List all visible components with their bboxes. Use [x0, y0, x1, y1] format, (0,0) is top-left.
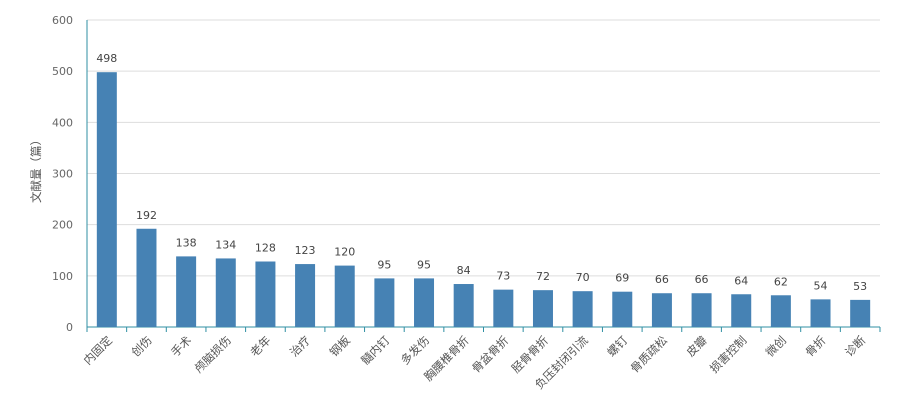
data-label: 120	[334, 246, 355, 259]
bar	[334, 265, 355, 327]
x-category-label: 皮瓣	[684, 333, 711, 360]
x-category-label: 创伤	[128, 333, 154, 359]
y-tick-label: 500	[52, 65, 73, 78]
bar	[770, 295, 791, 327]
bar	[453, 284, 474, 327]
data-label: 123	[295, 244, 316, 257]
bar	[255, 261, 276, 327]
data-label: 192	[136, 209, 157, 222]
x-category-label: 损害控制	[707, 333, 749, 375]
bar	[612, 291, 633, 327]
x-category-label: 骨折	[802, 333, 829, 360]
data-label: 72	[536, 270, 550, 283]
bar	[731, 294, 752, 327]
bar	[810, 299, 831, 327]
x-category-label: 诊断	[842, 333, 869, 360]
data-label: 69	[615, 272, 629, 285]
x-category-label: 治疗	[287, 333, 313, 359]
x-category-label: 老年	[247, 333, 273, 359]
y-tick-label: 400	[52, 116, 73, 129]
data-label: 128	[255, 242, 276, 255]
bar	[136, 228, 157, 327]
data-label: 64	[734, 274, 748, 287]
data-label: 54	[814, 279, 828, 292]
data-label: 66	[655, 273, 669, 286]
data-label: 66	[695, 273, 709, 286]
data-label: 53	[853, 280, 867, 293]
x-category-label: 内固定	[81, 333, 116, 368]
bar	[691, 293, 712, 327]
bar	[176, 256, 197, 327]
data-label: 95	[377, 258, 391, 271]
bar	[96, 72, 117, 327]
data-label: 70	[576, 271, 590, 284]
x-category-label: 手术	[168, 333, 195, 360]
bar	[572, 291, 593, 327]
data-label: 84	[457, 264, 471, 277]
x-category-label: 骨盆骨折	[469, 333, 512, 376]
data-label: 62	[774, 275, 788, 288]
data-label: 138	[176, 236, 197, 249]
x-category-label: 髓内钉	[358, 333, 393, 368]
bar	[414, 278, 435, 327]
data-label: 95	[417, 258, 431, 271]
x-category-label: 多发伤	[398, 333, 432, 367]
y-tick-label: 200	[52, 219, 73, 232]
y-tick-label: 100	[52, 270, 73, 283]
x-category-label: 钢板	[327, 333, 354, 360]
bar	[493, 289, 514, 327]
x-category-label: 螺钉	[604, 333, 631, 360]
data-label: 134	[215, 238, 236, 251]
y-tick-label: 300	[52, 168, 73, 181]
bar	[374, 278, 395, 327]
x-category-label: 骨质疏松	[628, 333, 670, 375]
x-category-label: 微创	[763, 333, 789, 359]
data-label: 498	[96, 52, 117, 65]
x-category-label: 颅脑损伤	[191, 333, 233, 375]
bar	[215, 258, 236, 327]
y-tick-label: 0	[66, 321, 73, 334]
y-tick-label: 600	[52, 14, 73, 27]
data-label: 73	[496, 270, 510, 283]
bar	[295, 264, 316, 327]
bar	[532, 290, 553, 327]
bar	[651, 293, 672, 327]
y-axis-title: 文献量（篇）	[29, 134, 43, 203]
bar	[850, 299, 871, 327]
